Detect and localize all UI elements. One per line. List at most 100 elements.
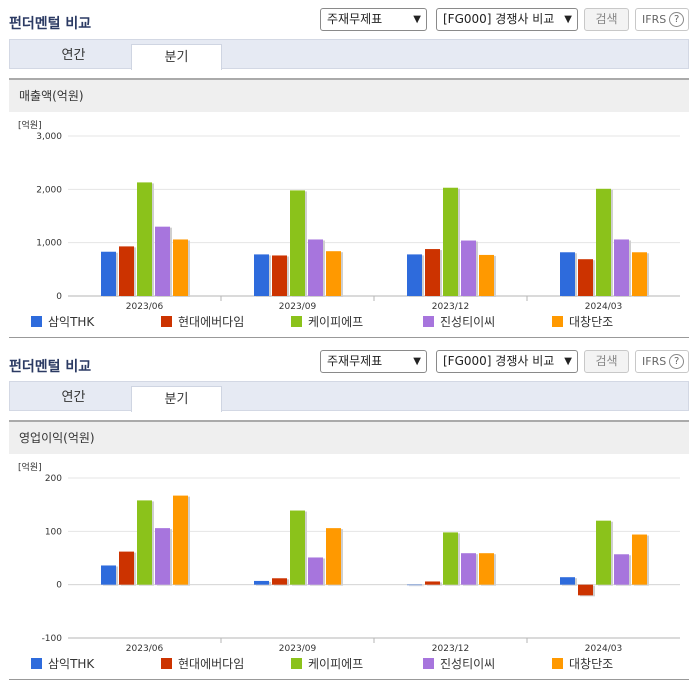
bar[interactable] — [596, 188, 611, 296]
y-tick-label: 0 — [56, 292, 62, 302]
help-icon: ? — [669, 354, 685, 369]
bar[interactable] — [101, 251, 116, 296]
ifrs-help-button[interactable]: IFRS? — [635, 350, 689, 373]
bar[interactable] — [137, 182, 152, 296]
bar[interactable] — [479, 553, 494, 585]
legend-label: 진성티이씨 — [440, 315, 496, 329]
bar[interactable] — [461, 553, 476, 585]
legend-item[interactable]: 삼익THK — [31, 655, 94, 672]
legend-item[interactable]: 삼익THK — [31, 313, 94, 330]
bar[interactable] — [254, 580, 269, 585]
panel-title: 펀더멘털 비교 — [9, 16, 92, 32]
legend-item[interactable]: 진성티이씨 — [423, 313, 495, 330]
operating-profit-chart: -100 0 100 200 2023/06 2023/09 2023/12 2024/03 — [42, 474, 680, 654]
bar[interactable] — [632, 534, 647, 585]
legend-label: 케이피에프 — [308, 657, 364, 671]
statement-select[interactable]: 주재무제표 ▼ — [320, 8, 427, 31]
bar[interactable] — [578, 584, 593, 596]
bar[interactable] — [578, 259, 593, 296]
statement-select-value: 주재무제표 — [327, 12, 383, 26]
legend-item[interactable]: 대창단조 — [552, 655, 613, 672]
bar[interactable] — [326, 251, 341, 296]
bar[interactable] — [290, 190, 305, 296]
bar[interactable] — [560, 577, 575, 585]
chevron-down-icon: ▼ — [413, 356, 421, 367]
unit-label: [억원] — [18, 463, 42, 473]
ifrs-label: IFRS — [642, 13, 667, 26]
bar[interactable] — [443, 187, 458, 296]
bar[interactable] — [272, 578, 287, 585]
bar[interactable] — [326, 528, 341, 585]
legend-item[interactable]: 현대에버다임 — [161, 655, 244, 672]
bar[interactable] — [173, 495, 188, 585]
tab-annual[interactable]: 연간 — [61, 390, 86, 405]
legend-item[interactable]: 대창단조 — [552, 313, 613, 330]
bar[interactable] — [119, 246, 134, 296]
legend-item[interactable]: 현대에버다임 — [161, 313, 244, 330]
bar[interactable] — [137, 500, 152, 585]
bar[interactable] — [308, 239, 323, 296]
y-tick-label: 200 — [45, 474, 62, 484]
bar[interactable] — [425, 581, 440, 585]
x-tick-label: 2023/12 — [432, 644, 469, 654]
legend-label: 진성티이씨 — [440, 657, 496, 671]
period-tabs: 연간 분기 — [9, 39, 689, 70]
bar[interactable] — [425, 249, 440, 296]
legend-item[interactable]: 케이피에프 — [291, 313, 363, 330]
bar[interactable] — [272, 255, 287, 296]
y-tick-label: 0 — [56, 581, 62, 591]
y-tick-label: -100 — [42, 634, 63, 644]
bar[interactable] — [614, 239, 629, 296]
peer-select[interactable]: [FG000] 경쟁사 비교 ▼ — [436, 350, 578, 373]
peer-select-value: [FG000] 경쟁사 비교 — [443, 12, 555, 26]
bar[interactable] — [443, 532, 458, 585]
chevron-down-icon: ▼ — [562, 9, 572, 30]
peer-select[interactable]: [FG000] 경쟁사 비교 ▼ — [436, 8, 578, 31]
fundamental-panel-operating-profit: 펀더멘털 비교 주재무제표 ▼ [FG000] 경쟁사 비교 ▼ 검색 IFRS… — [0, 342, 696, 684]
bar[interactable] — [254, 254, 269, 296]
bar[interactable] — [614, 554, 629, 585]
legend-swatch — [291, 658, 302, 669]
bar[interactable] — [596, 520, 611, 585]
fundamental-panel-revenue: 펀더멘털 비교 주재무제표 ▼ [FG000] 경쟁사 비교 ▼ 검색 IFRS… — [0, 0, 696, 340]
x-tick-label: 2023/09 — [279, 302, 317, 312]
y-tick-label: 100 — [45, 527, 62, 537]
y-tick-label: 3,000 — [36, 132, 62, 142]
search-button[interactable]: 검색 — [584, 350, 629, 373]
bar[interactable] — [479, 254, 494, 296]
legend-swatch — [552, 658, 563, 669]
tab-quarterly[interactable]: 분기 — [131, 44, 222, 70]
x-tick-label: 2023/12 — [432, 302, 469, 312]
bar[interactable] — [407, 584, 422, 586]
y-tick-label: 2,000 — [36, 185, 62, 195]
bar[interactable] — [560, 252, 575, 296]
chart-legend: 삼익THK 현대에버다임 케이피에프 진성티이씨 대창단조 — [31, 313, 671, 329]
legend-item[interactable]: 진성티이씨 — [423, 655, 495, 672]
bar[interactable] — [101, 565, 116, 585]
statement-select[interactable]: 주재무제표 ▼ — [320, 350, 427, 373]
bar[interactable] — [407, 254, 422, 296]
bar[interactable] — [155, 528, 170, 585]
search-button[interactable]: 검색 — [584, 8, 629, 31]
chart-title: 영업이익(억원) — [9, 420, 689, 454]
bar[interactable] — [173, 239, 188, 296]
bar[interactable] — [308, 557, 323, 585]
bar[interactable] — [155, 226, 170, 296]
chart-title: 매출액(억원) — [9, 78, 689, 112]
peer-select-value: [FG000] 경쟁사 비교 — [443, 354, 555, 368]
tab-quarterly[interactable]: 분기 — [131, 386, 222, 412]
statement-select-value: 주재무제표 — [327, 354, 383, 368]
legend-item[interactable]: 케이피에프 — [291, 655, 363, 672]
bar-shadow — [409, 585, 424, 587]
legend-swatch — [423, 658, 434, 669]
unit-label: [억원] — [18, 121, 42, 131]
help-icon: ? — [669, 12, 685, 27]
chevron-down-icon: ▼ — [562, 351, 572, 372]
bar[interactable] — [461, 240, 476, 296]
bar[interactable] — [290, 510, 305, 585]
ifrs-help-button[interactable]: IFRS? — [635, 8, 689, 31]
legend-swatch — [161, 316, 172, 327]
bar[interactable] — [119, 551, 134, 585]
tab-annual[interactable]: 연간 — [61, 48, 86, 63]
bar[interactable] — [632, 252, 647, 296]
